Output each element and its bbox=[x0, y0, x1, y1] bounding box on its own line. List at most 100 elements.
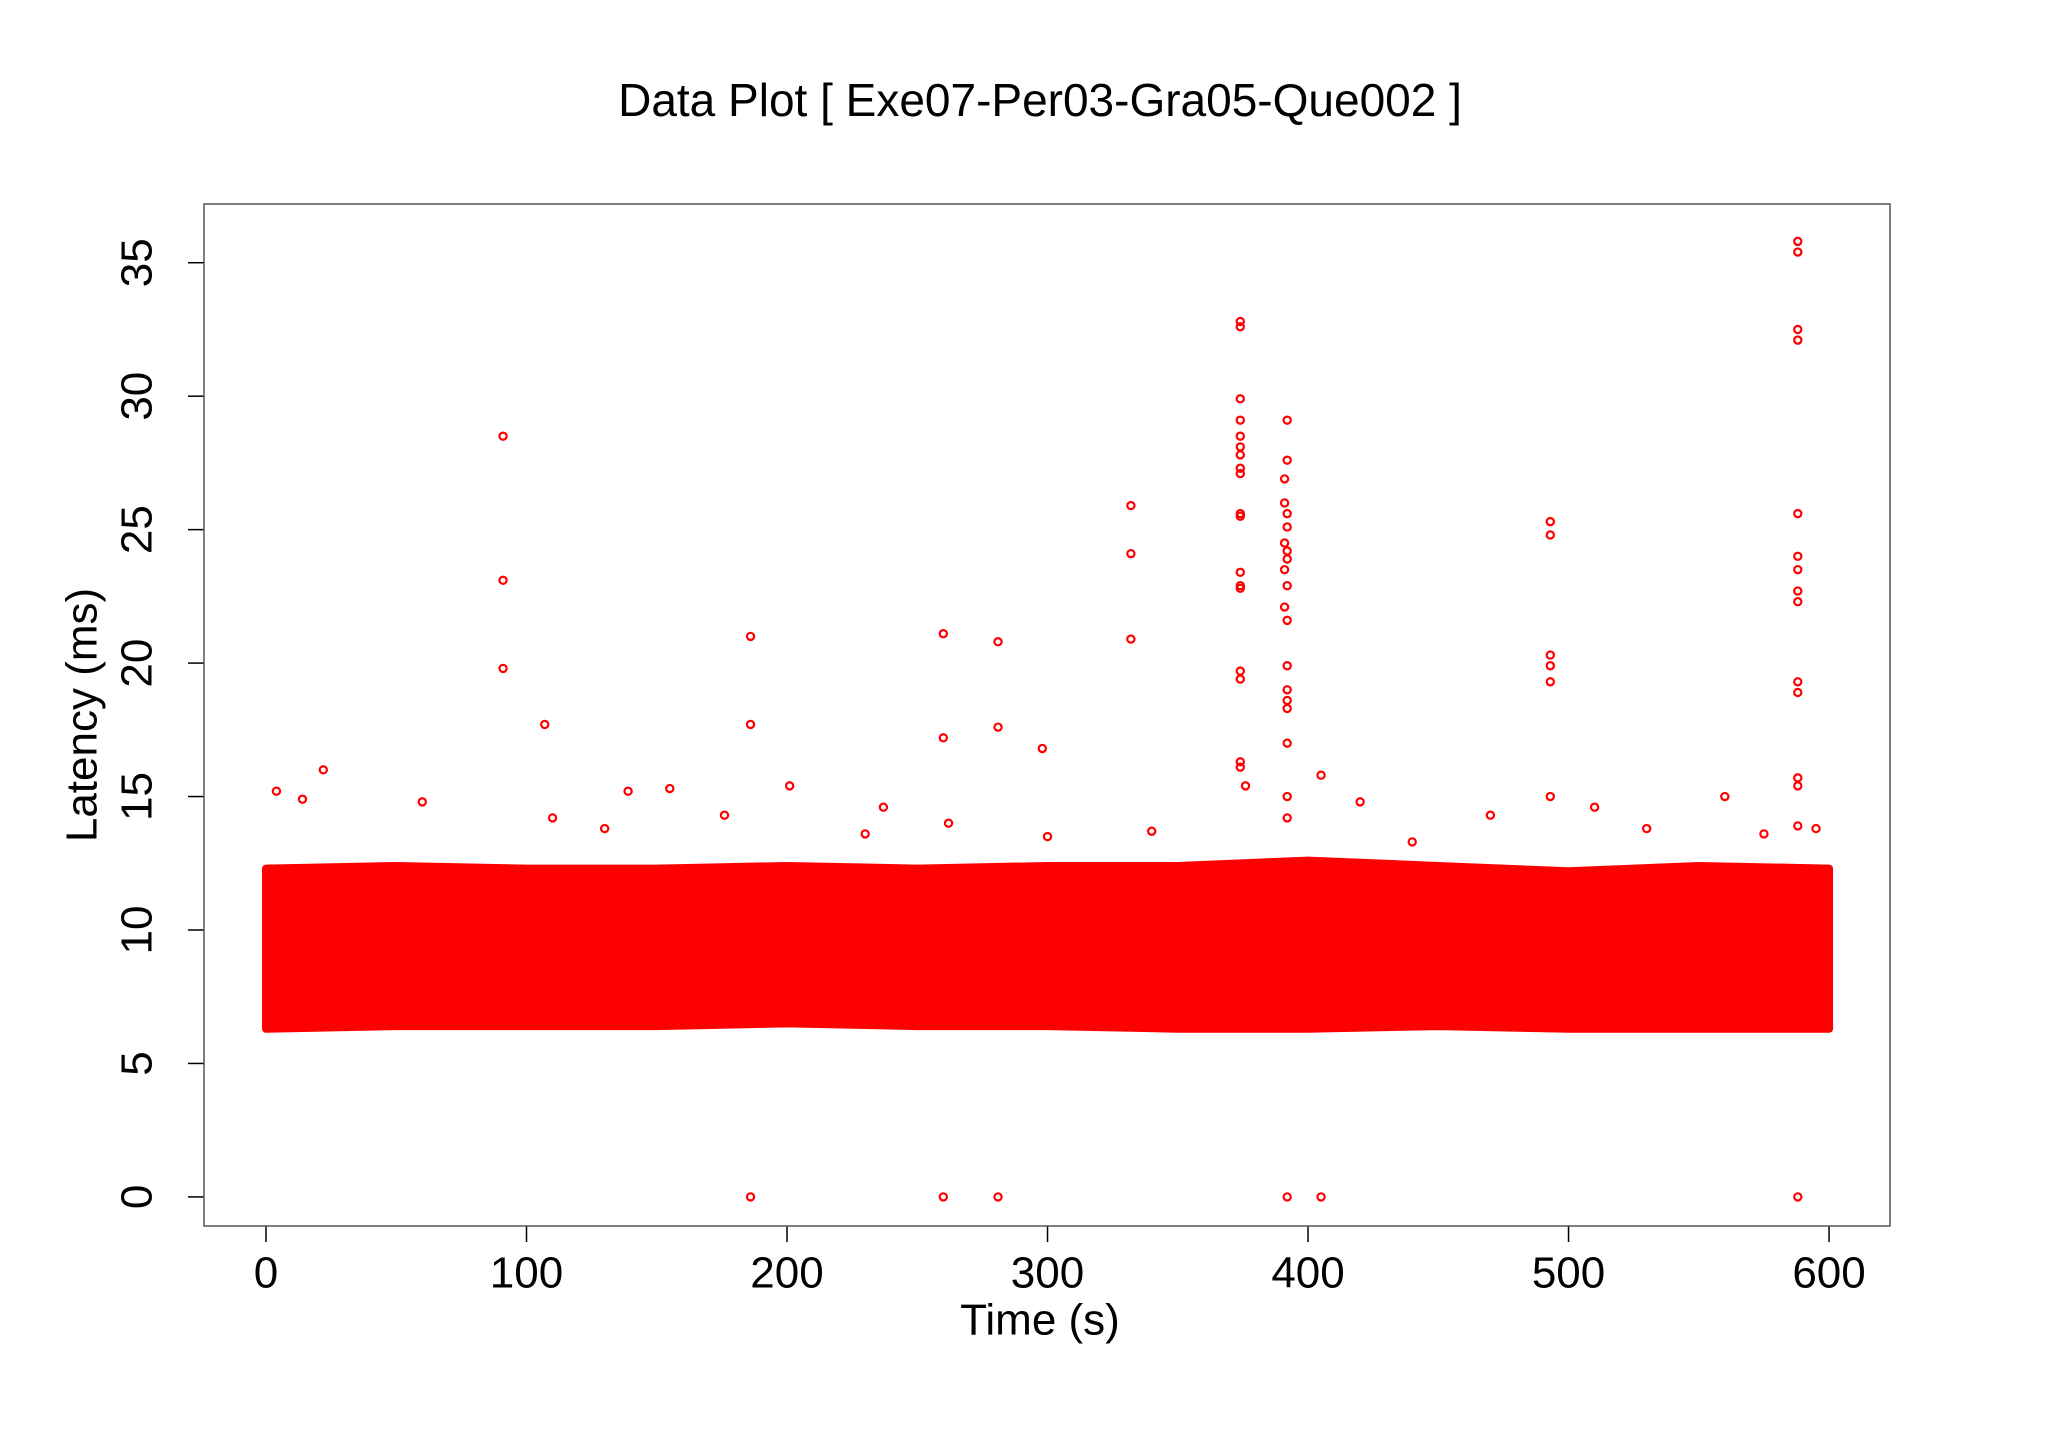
point bbox=[1793, 335, 1803, 345]
point bbox=[1235, 567, 1245, 578]
point bbox=[1037, 743, 1048, 754]
point bbox=[1147, 826, 1157, 836]
point bbox=[623, 786, 633, 796]
point bbox=[498, 575, 508, 586]
point bbox=[784, 781, 795, 791]
point bbox=[1720, 791, 1730, 802]
chart-title: Data Plot [ Exe07-Per03-Gra05-Que002 ] bbox=[618, 74, 1462, 126]
point bbox=[1282, 455, 1292, 465]
point bbox=[1793, 677, 1803, 687]
point bbox=[1282, 415, 1292, 425]
point bbox=[1282, 791, 1292, 802]
point bbox=[1282, 522, 1292, 532]
point bbox=[1240, 781, 1251, 791]
point bbox=[1282, 508, 1292, 519]
point bbox=[1235, 415, 1245, 425]
point bbox=[1793, 586, 1803, 596]
point bbox=[1793, 781, 1803, 791]
point bbox=[498, 431, 508, 441]
point bbox=[1235, 674, 1245, 684]
point bbox=[1793, 236, 1803, 247]
point bbox=[1641, 823, 1652, 834]
point bbox=[938, 1192, 949, 1202]
point bbox=[1759, 829, 1769, 839]
point bbox=[1407, 837, 1417, 847]
point bbox=[1355, 797, 1365, 807]
point bbox=[938, 733, 949, 743]
x-tick-label: 0 bbox=[254, 1249, 278, 1298]
x-axis-label: Time (s) bbox=[960, 1296, 1120, 1345]
point bbox=[878, 802, 889, 812]
point bbox=[1545, 791, 1555, 802]
x-tick-label: 500 bbox=[1532, 1249, 1605, 1298]
point bbox=[943, 818, 954, 828]
point bbox=[1485, 810, 1496, 820]
point bbox=[1279, 564, 1290, 575]
point bbox=[1235, 757, 1245, 767]
y-axis-label: Latency (ms) bbox=[58, 588, 107, 842]
x-tick-label: 400 bbox=[1271, 1249, 1344, 1298]
point bbox=[271, 786, 282, 796]
point bbox=[993, 1192, 1003, 1202]
y-tick-label: 20 bbox=[113, 639, 162, 688]
point bbox=[993, 637, 1003, 647]
point bbox=[1793, 821, 1803, 831]
point bbox=[540, 719, 550, 730]
point bbox=[1545, 677, 1555, 687]
point bbox=[1235, 316, 1245, 327]
point bbox=[1235, 762, 1245, 772]
point bbox=[1793, 324, 1803, 335]
point bbox=[1545, 516, 1555, 527]
point bbox=[1545, 661, 1555, 671]
point bbox=[1282, 661, 1292, 671]
point bbox=[1235, 463, 1245, 473]
point bbox=[665, 783, 675, 794]
x-tick-label: 200 bbox=[750, 1249, 823, 1298]
point bbox=[1279, 498, 1290, 508]
point bbox=[1235, 322, 1245, 332]
x-tick-label: 600 bbox=[1792, 1249, 1865, 1298]
point bbox=[417, 797, 428, 807]
point bbox=[1282, 738, 1292, 748]
point bbox=[1126, 548, 1136, 559]
point bbox=[1589, 802, 1600, 812]
point bbox=[745, 719, 756, 730]
plot-frame bbox=[203, 203, 1891, 1227]
point bbox=[1235, 583, 1245, 594]
point bbox=[498, 663, 508, 674]
point bbox=[1793, 1192, 1803, 1202]
point bbox=[1235, 431, 1245, 441]
point bbox=[599, 823, 610, 834]
point bbox=[938, 629, 949, 639]
point bbox=[719, 810, 730, 820]
y-tick-label: 35 bbox=[113, 238, 162, 287]
point bbox=[297, 794, 308, 804]
point bbox=[1282, 615, 1292, 626]
point bbox=[1126, 634, 1136, 644]
point bbox=[993, 722, 1003, 732]
point bbox=[1235, 450, 1245, 460]
y-tick-label: 0 bbox=[113, 1185, 162, 1209]
point bbox=[745, 1192, 756, 1202]
point bbox=[1793, 596, 1803, 607]
point bbox=[1282, 703, 1292, 714]
point bbox=[1126, 500, 1136, 511]
point bbox=[1545, 650, 1555, 660]
point bbox=[547, 813, 558, 823]
y-tick-label: 25 bbox=[113, 505, 162, 554]
point bbox=[1793, 508, 1803, 519]
point bbox=[1316, 1192, 1326, 1202]
point bbox=[1793, 687, 1803, 698]
x-tick-label: 100 bbox=[490, 1249, 563, 1298]
point bbox=[1811, 823, 1821, 834]
y-tick-label: 15 bbox=[113, 772, 162, 821]
point bbox=[318, 765, 329, 775]
point bbox=[745, 631, 756, 642]
y-tick-label: 30 bbox=[113, 372, 162, 421]
point bbox=[860, 829, 870, 839]
point bbox=[1279, 538, 1290, 548]
point bbox=[1282, 580, 1292, 591]
point bbox=[1793, 551, 1803, 562]
